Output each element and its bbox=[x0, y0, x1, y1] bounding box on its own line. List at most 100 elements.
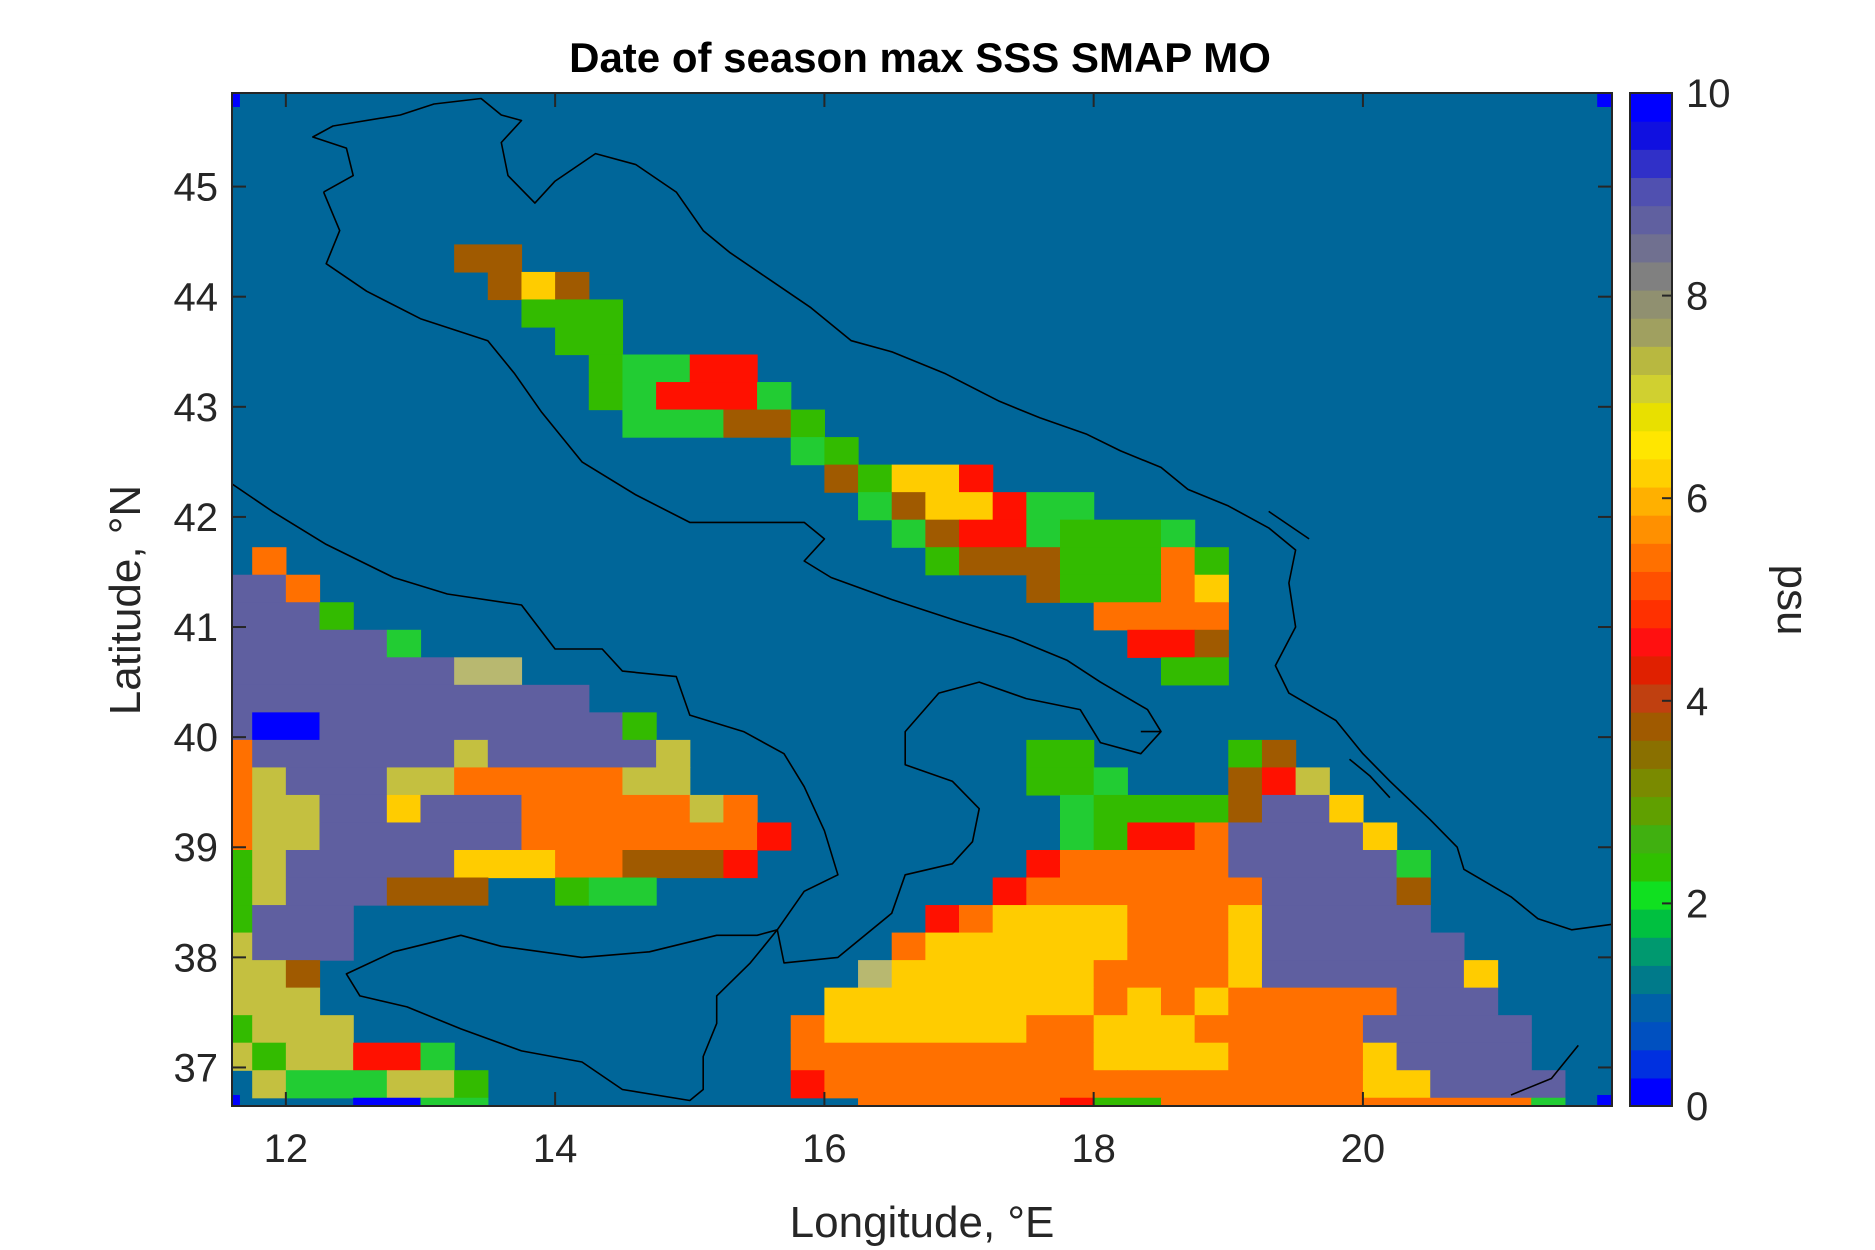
colorbar-tick-label: 6 bbox=[1686, 477, 1708, 521]
y-axis-label: Latitude, °N bbox=[101, 485, 150, 715]
data-cell bbox=[252, 877, 287, 906]
data-cell bbox=[1261, 794, 1330, 824]
data-cell bbox=[790, 1015, 825, 1044]
colorbar-swatch bbox=[1630, 1049, 1672, 1079]
colorbar-swatch bbox=[1630, 430, 1672, 460]
colorbar-swatch bbox=[1630, 289, 1672, 319]
data-cell bbox=[925, 519, 960, 548]
coastline-segment bbox=[312, 97, 1612, 931]
y-tick-label: 42 bbox=[174, 496, 219, 540]
data-cell bbox=[891, 932, 926, 961]
data-cell bbox=[1228, 932, 1263, 961]
colorbar-tick-label: 10 bbox=[1686, 72, 1731, 116]
data-cell bbox=[386, 794, 422, 824]
data-cell bbox=[1194, 1070, 1364, 1099]
y-tick-label: 39 bbox=[174, 826, 219, 870]
colorbar-swatch bbox=[1630, 937, 1672, 966]
data-cell bbox=[723, 850, 758, 879]
data-cell bbox=[1261, 960, 1465, 989]
colorbar-swatch bbox=[1630, 402, 1672, 432]
data-cell bbox=[252, 547, 287, 576]
data-cell bbox=[1228, 987, 1398, 1016]
data-cell bbox=[1060, 574, 1162, 603]
data-cell bbox=[891, 464, 960, 493]
data-cell bbox=[232, 877, 253, 906]
colorbar-tick-label: 4 bbox=[1686, 680, 1708, 724]
data-cell bbox=[232, 574, 287, 603]
data-cell bbox=[232, 1015, 253, 1044]
data-cell bbox=[1026, 877, 1229, 906]
map-title: Date of season max SSS SMAP MO bbox=[569, 34, 1271, 81]
data-cell bbox=[285, 1070, 388, 1099]
data-cell bbox=[1127, 932, 1229, 961]
data-cell bbox=[1160, 657, 1229, 686]
coastline-segment bbox=[1348, 758, 1391, 799]
data-cell bbox=[1160, 574, 1196, 603]
data-cell bbox=[622, 382, 657, 411]
data-cell bbox=[858, 492, 893, 521]
colorbar-swatch bbox=[1630, 655, 1672, 685]
corner-cell bbox=[1597, 1094, 1612, 1106]
data-cell bbox=[1160, 1097, 1431, 1106]
data-cell bbox=[959, 547, 1061, 576]
colorbar-frame bbox=[1629, 92, 1673, 1107]
data-cell bbox=[622, 409, 725, 438]
data-cell bbox=[925, 932, 1128, 961]
data-cell bbox=[1228, 739, 1263, 769]
data-cell bbox=[252, 932, 354, 961]
data-cell bbox=[285, 767, 388, 796]
data-cell bbox=[1362, 1015, 1532, 1044]
colorbar-tick-label: 2 bbox=[1686, 882, 1708, 926]
data-cell bbox=[790, 1042, 1095, 1071]
data-cell bbox=[790, 409, 825, 438]
y-tick-label: 43 bbox=[174, 386, 219, 430]
data-cell bbox=[824, 987, 1095, 1016]
colorbar bbox=[1629, 92, 1673, 1107]
colorbar-swatch bbox=[1630, 824, 1672, 854]
data-cell bbox=[1026, 574, 1061, 603]
colorbar-swatch bbox=[1630, 993, 1672, 1023]
data-cell bbox=[252, 1070, 287, 1099]
colorbar-swatch bbox=[1630, 486, 1672, 516]
colorbar-swatch bbox=[1630, 121, 1672, 150]
data-cell bbox=[1093, 1042, 1229, 1071]
x-axis-ticks: 12 14 16 18 20 bbox=[264, 93, 1385, 1171]
x-axis-label: Longitude, °E bbox=[790, 1198, 1055, 1247]
data-cell bbox=[353, 1042, 422, 1071]
data-cell bbox=[252, 767, 287, 796]
data-cell bbox=[824, 1070, 1095, 1099]
y-tick-label: 37 bbox=[174, 1046, 219, 1090]
x-tick-label: 12 bbox=[264, 1127, 309, 1171]
data-cell bbox=[1093, 1015, 1196, 1044]
data-cell bbox=[723, 794, 758, 824]
data-cell bbox=[232, 712, 253, 741]
data-cell bbox=[1026, 519, 1061, 548]
data-cell bbox=[252, 794, 321, 824]
data-cell bbox=[689, 354, 758, 383]
data-cell bbox=[232, 767, 253, 796]
data-cell bbox=[521, 822, 758, 851]
data-cell bbox=[454, 739, 489, 769]
data-cell bbox=[1261, 877, 1398, 906]
data-cell bbox=[925, 905, 960, 934]
colorbar-tick-label: 0 bbox=[1686, 1085, 1708, 1129]
data-cell bbox=[1060, 519, 1162, 548]
data-cell bbox=[992, 905, 1128, 934]
data-cell bbox=[1194, 547, 1229, 576]
x-tick-label: 16 bbox=[802, 1127, 847, 1171]
data-cell bbox=[1160, 547, 1196, 576]
data-cell bbox=[252, 822, 321, 851]
data-cell bbox=[454, 244, 523, 273]
data-cell bbox=[319, 794, 388, 824]
data-cell bbox=[925, 547, 960, 576]
data-cell bbox=[824, 1015, 1027, 1044]
data-cell bbox=[454, 850, 556, 879]
corner-cell bbox=[1597, 93, 1612, 107]
y-tick-label: 40 bbox=[174, 716, 219, 760]
data-cell bbox=[252, 712, 321, 741]
data-cell bbox=[232, 960, 287, 989]
data-cell bbox=[1194, 1015, 1364, 1044]
data-cell bbox=[319, 712, 624, 741]
coastline-segment bbox=[232, 191, 1162, 964]
